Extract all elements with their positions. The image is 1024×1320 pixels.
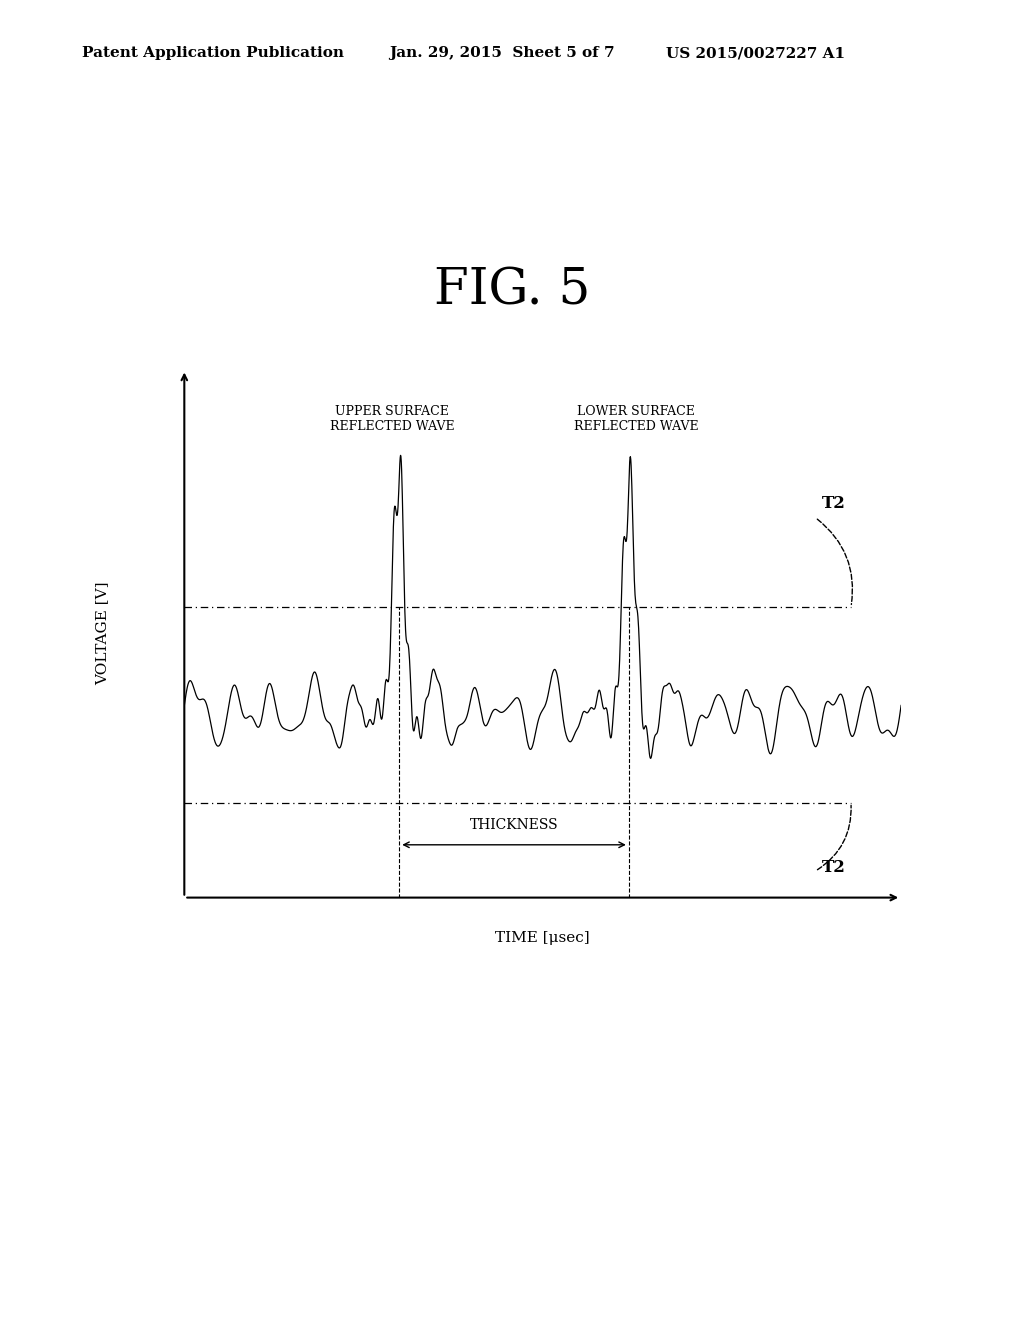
Text: US 2015/0027227 A1: US 2015/0027227 A1 xyxy=(666,46,845,61)
Text: T2: T2 xyxy=(822,495,846,512)
Text: LOWER SURFACE
REFLECTED WAVE: LOWER SURFACE REFLECTED WAVE xyxy=(573,405,698,433)
Text: Patent Application Publication: Patent Application Publication xyxy=(82,46,344,61)
Text: Jan. 29, 2015  Sheet 5 of 7: Jan. 29, 2015 Sheet 5 of 7 xyxy=(389,46,614,61)
Text: THICKNESS: THICKNESS xyxy=(470,817,558,832)
Text: VOLTAGE [V]: VOLTAGE [V] xyxy=(95,582,110,685)
Text: UPPER SURFACE
REFLECTED WAVE: UPPER SURFACE REFLECTED WAVE xyxy=(330,405,455,433)
Text: FIG. 5: FIG. 5 xyxy=(434,265,590,315)
Text: TIME [μsec]: TIME [μsec] xyxy=(496,931,590,945)
Text: T2: T2 xyxy=(822,859,846,876)
